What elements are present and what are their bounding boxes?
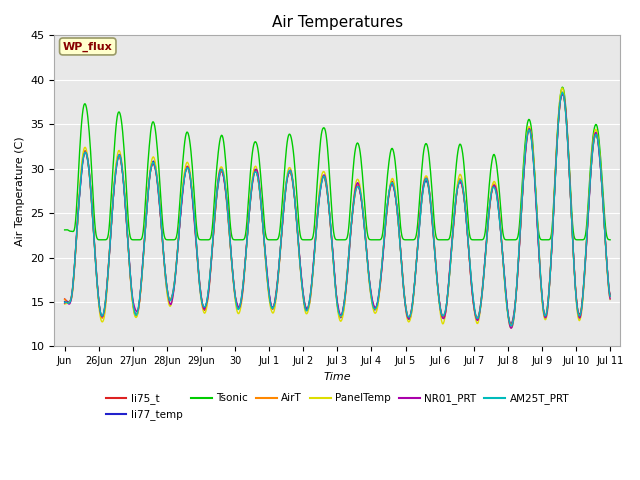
AM25T_PRT — [408, 303, 416, 309]
li77_temp — [507, 321, 515, 327]
li75_t — [378, 270, 385, 276]
Text: WP_flux: WP_flux — [63, 41, 113, 52]
AirT — [392, 195, 399, 201]
li75_t — [408, 304, 416, 310]
Line: li75_t: li75_t — [65, 93, 610, 325]
NR01_PRT — [531, 183, 539, 189]
li75_t — [508, 322, 515, 328]
Line: Tsonic: Tsonic — [65, 87, 610, 240]
AirT — [531, 178, 539, 183]
li77_temp — [531, 180, 539, 185]
Tsonic — [392, 171, 400, 177]
li75_t — [94, 291, 102, 297]
AirT — [474, 314, 482, 320]
PanelTemp — [474, 319, 482, 325]
Y-axis label: Air Temperature (C): Air Temperature (C) — [15, 136, 25, 246]
Tsonic — [378, 234, 386, 240]
li75_t — [392, 195, 399, 201]
AM25T_PRT — [474, 314, 482, 320]
PanelTemp — [408, 306, 416, 312]
PanelTemp — [61, 301, 68, 307]
Tsonic — [475, 237, 483, 243]
Tsonic — [94, 237, 102, 242]
Line: NR01_PRT: NR01_PRT — [65, 95, 610, 328]
Line: PanelTemp: PanelTemp — [65, 88, 610, 328]
NR01_PRT — [392, 196, 399, 202]
AM25T_PRT — [531, 180, 539, 185]
NR01_PRT — [94, 291, 102, 297]
li77_temp — [408, 305, 416, 311]
Line: li77_temp: li77_temp — [65, 92, 610, 324]
NR01_PRT — [508, 325, 515, 331]
X-axis label: Time: Time — [324, 372, 351, 382]
PanelTemp — [508, 325, 515, 331]
PanelTemp — [531, 178, 539, 183]
PanelTemp — [606, 297, 614, 302]
li77_temp — [392, 195, 399, 201]
Tsonic — [606, 237, 614, 243]
NR01_PRT — [606, 296, 614, 302]
li75_t — [531, 179, 539, 185]
li77_temp — [378, 268, 385, 274]
li77_temp — [606, 293, 614, 299]
AirT — [378, 268, 385, 274]
PanelTemp — [94, 294, 102, 300]
li75_t — [474, 314, 482, 320]
AirT — [606, 293, 614, 299]
li75_t — [606, 291, 614, 297]
Line: AirT: AirT — [65, 93, 610, 325]
AirT — [408, 303, 416, 309]
AM25T_PRT — [606, 293, 614, 299]
AM25T_PRT — [61, 300, 68, 305]
AM25T_PRT — [94, 291, 102, 297]
AirT — [61, 297, 68, 302]
AirT — [94, 291, 102, 297]
AM25T_PRT — [392, 195, 399, 201]
Tsonic — [61, 227, 68, 233]
NR01_PRT — [378, 270, 385, 276]
li75_t — [61, 296, 68, 302]
Tsonic — [409, 237, 417, 243]
Legend: li75_t, li77_temp, Tsonic, AirT, PanelTemp, NR01_PRT, AM25T_PRT: li75_t, li77_temp, Tsonic, AirT, PanelTe… — [102, 389, 573, 424]
AM25T_PRT — [508, 323, 515, 329]
AirT — [559, 90, 566, 96]
NR01_PRT — [474, 316, 482, 322]
NR01_PRT — [408, 303, 416, 309]
PanelTemp — [392, 192, 399, 197]
li77_temp — [94, 290, 102, 296]
PanelTemp — [559, 85, 566, 91]
NR01_PRT — [559, 92, 567, 97]
Title: Air Temperatures: Air Temperatures — [272, 15, 403, 30]
NR01_PRT — [61, 300, 68, 306]
li77_temp — [474, 313, 482, 319]
li77_temp — [559, 89, 566, 95]
AirT — [508, 322, 515, 328]
Tsonic — [531, 176, 539, 182]
AM25T_PRT — [559, 90, 566, 96]
li75_t — [559, 90, 566, 96]
li77_temp — [61, 299, 68, 304]
AM25T_PRT — [378, 267, 385, 273]
Tsonic — [98, 237, 106, 243]
PanelTemp — [378, 269, 385, 275]
Line: AM25T_PRT: AM25T_PRT — [65, 93, 610, 326]
Tsonic — [559, 84, 566, 90]
